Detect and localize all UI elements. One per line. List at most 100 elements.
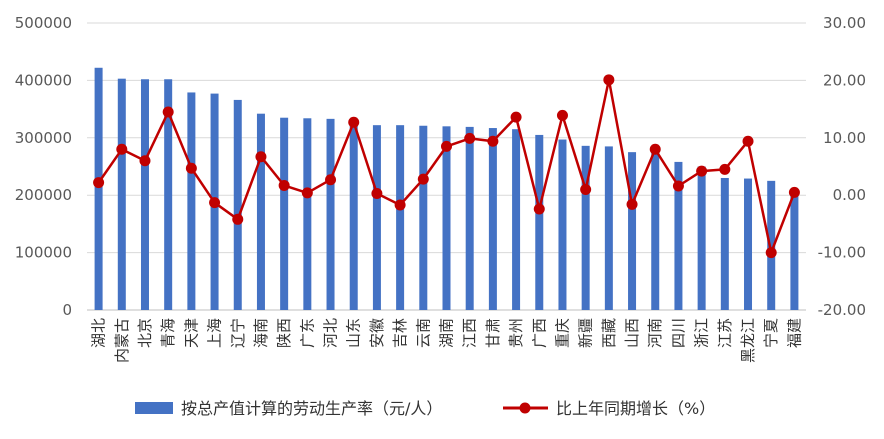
category-label: 湖北 bbox=[90, 318, 108, 348]
category-label: 四川 bbox=[669, 318, 687, 348]
bar bbox=[94, 67, 103, 310]
bar bbox=[442, 126, 451, 310]
bar bbox=[744, 178, 753, 310]
growth-point bbox=[348, 116, 360, 128]
growth-point bbox=[580, 183, 592, 195]
growth-point bbox=[510, 111, 522, 123]
bar bbox=[396, 125, 405, 310]
category-label: 黑龙江 bbox=[739, 318, 757, 363]
category-label: 西藏 bbox=[600, 318, 618, 348]
growth-point bbox=[162, 106, 174, 118]
bar bbox=[790, 192, 799, 310]
growth-point bbox=[185, 162, 197, 174]
left-tick-label: 0 bbox=[62, 301, 72, 319]
growth-point bbox=[696, 165, 708, 177]
right-tick-label: 0.00 bbox=[833, 186, 866, 204]
bar bbox=[187, 92, 196, 310]
bar bbox=[372, 125, 381, 310]
left-axis-ticks: 0 100000 200000 300000 400000 500000 bbox=[15, 14, 72, 319]
category-labels: 湖北 内蒙古 北京 青海 天津 上海 辽宁 海南 陕西 广东 河北 山东 安徽 吉林 云南 湖南 江西 甘肃 贵州广… bbox=[90, 318, 804, 363]
category-label: 新疆 bbox=[577, 318, 595, 348]
left-tick-label: 300000 bbox=[15, 129, 72, 147]
growth-point bbox=[603, 74, 615, 86]
growth-point bbox=[719, 163, 731, 175]
right-tick-label: -10.00 bbox=[818, 244, 866, 262]
bar bbox=[604, 146, 613, 310]
category-label: 青海 bbox=[159, 318, 177, 348]
left-tick-label: 400000 bbox=[15, 71, 72, 89]
left-tick-label: 200000 bbox=[15, 186, 72, 204]
growth-point bbox=[209, 197, 221, 209]
category-label: 山西 bbox=[623, 318, 641, 348]
bar bbox=[256, 113, 265, 310]
growth-point bbox=[278, 179, 290, 191]
bar bbox=[488, 128, 497, 310]
legend-bar-swatch bbox=[135, 402, 173, 414]
category-label: 安徽 bbox=[368, 318, 386, 348]
legend-line-marker bbox=[519, 402, 531, 414]
growth-point bbox=[116, 143, 128, 155]
category-label: 浙江 bbox=[693, 318, 711, 348]
category-label: 海南 bbox=[252, 318, 270, 348]
right-axis-ticks: -20.00 -10.00 0.00 10.00 20.00 30.00 bbox=[818, 14, 866, 319]
category-label: 河南 bbox=[646, 318, 664, 348]
category-label: 云南 bbox=[414, 318, 432, 348]
right-tick-label: 10.00 bbox=[823, 129, 866, 147]
line-series bbox=[93, 74, 800, 259]
bar bbox=[349, 120, 358, 310]
growth-point bbox=[626, 198, 638, 210]
bar bbox=[535, 134, 544, 310]
growth-point bbox=[301, 187, 313, 199]
right-tick-label: 20.00 bbox=[823, 71, 866, 89]
bar bbox=[233, 99, 242, 310]
growth-point bbox=[533, 203, 545, 215]
growth-point bbox=[325, 174, 337, 186]
category-label: 吉林 bbox=[391, 318, 409, 348]
growth-point bbox=[394, 199, 406, 211]
bar bbox=[697, 166, 706, 310]
growth-point bbox=[672, 180, 684, 192]
category-label: 上海 bbox=[206, 318, 224, 348]
growth-point bbox=[371, 187, 383, 199]
growth-point bbox=[487, 135, 499, 147]
category-label: 广西 bbox=[530, 318, 548, 348]
bar bbox=[303, 118, 312, 310]
category-label: 湖南 bbox=[438, 318, 456, 348]
bar bbox=[674, 161, 683, 310]
right-tick-label: -20.00 bbox=[818, 301, 866, 319]
category-label: 山东 bbox=[345, 318, 363, 348]
bar bbox=[117, 78, 126, 310]
category-label: 内蒙古 bbox=[113, 318, 131, 363]
growth-point bbox=[255, 151, 267, 163]
left-tick-label: 500000 bbox=[15, 14, 72, 32]
bar bbox=[558, 139, 567, 310]
bar bbox=[326, 118, 335, 310]
category-label: 广东 bbox=[298, 318, 316, 348]
growth-point bbox=[742, 135, 754, 147]
bar bbox=[164, 79, 173, 310]
category-label: 重庆 bbox=[553, 318, 571, 348]
category-label: 甘肃 bbox=[484, 318, 502, 348]
legend: 按总产值计算的劳动生产率（元/人） 比上年同期增长（%） bbox=[135, 399, 715, 418]
bar bbox=[140, 79, 149, 310]
growth-point bbox=[232, 213, 244, 225]
bar bbox=[720, 177, 729, 310]
right-tick-label: 30.00 bbox=[823, 14, 866, 32]
left-tick-label: 100000 bbox=[15, 244, 72, 262]
legend-line-label: 比上年同期增长（%） bbox=[556, 399, 715, 418]
category-label: 福建 bbox=[785, 318, 803, 348]
bar bbox=[651, 152, 660, 310]
growth-point bbox=[441, 140, 452, 152]
bar bbox=[419, 125, 428, 310]
growth-point bbox=[556, 109, 568, 121]
category-label: 宁夏 bbox=[762, 318, 780, 348]
bar bbox=[512, 129, 521, 310]
category-label: 辽宁 bbox=[229, 318, 247, 348]
growth-point bbox=[464, 132, 476, 144]
category-label: 陕西 bbox=[275, 318, 293, 348]
bar bbox=[581, 145, 590, 310]
bar bbox=[280, 117, 289, 311]
category-label: 贵州 bbox=[507, 318, 525, 348]
growth-point bbox=[765, 247, 777, 259]
